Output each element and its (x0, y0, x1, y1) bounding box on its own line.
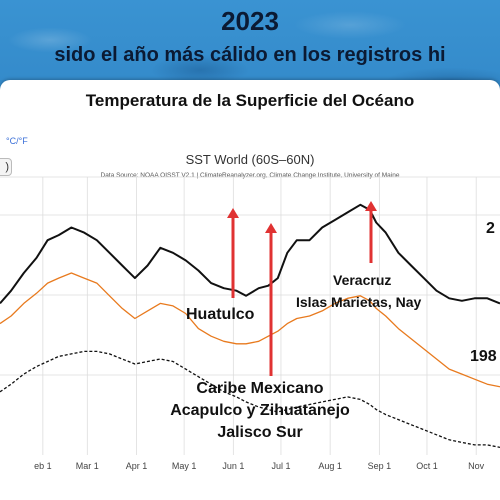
chart-title: SST World (60S–60N) (185, 152, 315, 167)
series-label-1982: 198 (470, 348, 497, 365)
series-label-2023: 2 (486, 220, 495, 237)
annotation-jalisco: Jalisco Sur (217, 424, 303, 441)
x-tick-label: Oct 1 (416, 461, 438, 471)
chart-panel: Temperatura de la Superficie del Océano … (0, 80, 500, 500)
annotation-islas-marietas: Islas Marietas, Nay (296, 294, 422, 310)
arrow-caribe-head (265, 223, 277, 233)
sst-line-chart: eb 1 Mar 1 Apr 1 May 1 Jun 1 Jul 1 Aug 1 Sep 1 O… (0, 176, 500, 471)
arrow-veracruz-head (365, 201, 377, 211)
x-tick-label: Nov (468, 461, 485, 471)
annotation-caribe: Caribe Mexicano (196, 380, 324, 397)
headline-subtitle: sido el año más cálido en los registros … (54, 44, 446, 66)
chart-source: Data Source: NOAA OISST V2.1 | ClimateRe… (100, 172, 400, 179)
annotation-veracruz: Veracruz (333, 272, 392, 288)
x-tick-label: Sep 1 (368, 461, 392, 471)
x-tick-label: Aug 1 (318, 461, 342, 471)
annotation-caribe-block: Caribe Mexicano Acapulco y Zihuatanejo J… (150, 378, 370, 444)
dataset-select-button[interactable]: ) (0, 158, 12, 176)
x-tick-label: May 1 (172, 461, 197, 471)
units-toggle[interactable]: °C/°F (6, 136, 28, 146)
arrow-huatulco-head (227, 208, 239, 218)
x-tick-label: eb 1 (34, 461, 52, 471)
x-tick-label: Mar 1 (76, 461, 99, 471)
x-tick-label: Jun 1 (222, 461, 244, 471)
annotation-huatulco: Huatulco (186, 306, 255, 323)
x-tick-label: Jul 1 (271, 461, 290, 471)
headline-year: 2023 (221, 6, 279, 36)
annotation-acapulco: Acapulco y Zihuatanejo (170, 402, 350, 419)
series-line-0 (0, 203, 500, 305)
series-line-1 (0, 272, 500, 388)
panel-title: Temperatura de la Superficie del Océano (85, 91, 415, 110)
x-tick-label: Apr 1 (126, 461, 148, 471)
